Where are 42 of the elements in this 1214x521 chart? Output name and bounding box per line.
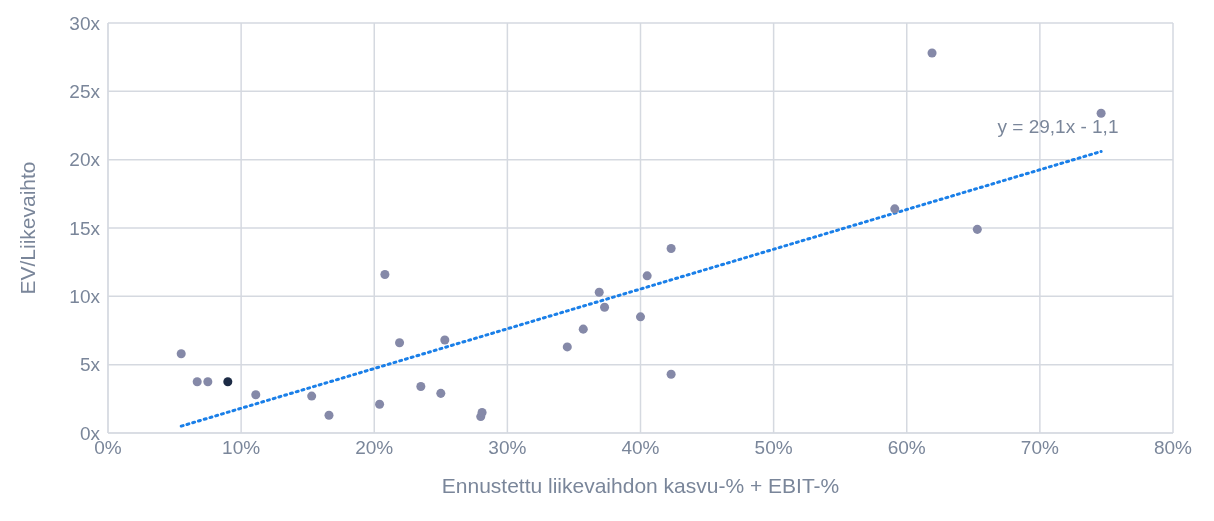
x-tick-label: 50% (754, 437, 793, 459)
point (972, 224, 982, 234)
y-tick-label: 10x (69, 286, 101, 308)
point (192, 377, 202, 387)
y-tick-label: 15x (69, 217, 101, 239)
point (594, 287, 604, 297)
point (251, 390, 261, 400)
point (395, 338, 405, 348)
x-tick-label: 40% (621, 437, 660, 459)
point (176, 349, 186, 359)
x-tick-label: 20% (355, 437, 394, 459)
x-tick-label: 70% (1020, 437, 1059, 459)
point (416, 382, 426, 392)
point (1096, 108, 1106, 118)
y-axis-title: EV/Liikevaihto (16, 161, 40, 295)
point (375, 399, 385, 409)
x-tick-label: 60% (887, 437, 926, 459)
x-axis-title: Ennustettu liikevaihdon kasvu-% + EBIT-% (441, 474, 840, 497)
point (890, 204, 900, 214)
point (642, 271, 652, 281)
point (307, 391, 317, 401)
point (223, 377, 233, 387)
point (578, 324, 588, 334)
point (666, 369, 676, 379)
y-tick-label: 30x (69, 12, 101, 34)
x-tick-label: 10% (222, 437, 261, 459)
y-tick-label: 5x (79, 354, 101, 376)
point (600, 302, 610, 312)
point (927, 48, 937, 58)
point (436, 388, 446, 398)
point (666, 243, 676, 254)
point (203, 377, 213, 387)
annotation: y = 29,1x - 1,1 (997, 116, 1119, 137)
point (324, 410, 334, 420)
y-tick-label: 25x (69, 81, 101, 103)
x-tick-label: 30% (488, 437, 527, 459)
point (635, 312, 646, 322)
x-tick-label: 80% (1153, 437, 1193, 459)
point (562, 342, 572, 352)
point (440, 335, 450, 345)
point (380, 269, 390, 279)
y-tick-label: 20x (69, 149, 101, 171)
